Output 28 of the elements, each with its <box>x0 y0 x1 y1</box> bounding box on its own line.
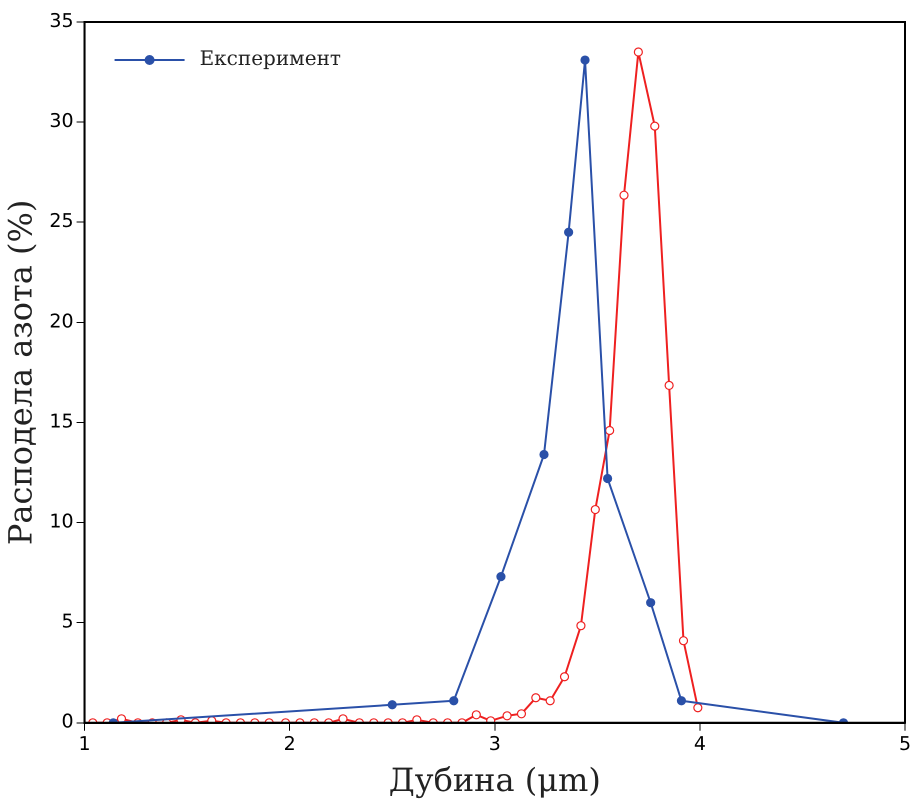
point <box>619 190 629 200</box>
x-tick-label: 1 <box>78 733 91 756</box>
x-tick-label: 2 <box>284 733 296 756</box>
point <box>664 380 674 390</box>
y-tick-label: 35 <box>49 10 74 32</box>
x-axis-title: Дубина (μm) <box>388 761 601 800</box>
x-tick-label: 4 <box>694 733 706 756</box>
point <box>634 47 643 57</box>
y-tick-label: 10 <box>49 510 74 533</box>
point <box>412 715 422 723</box>
point <box>605 426 614 436</box>
y-tick-label: 0 <box>61 710 74 733</box>
point <box>590 504 600 514</box>
x-tick-label: 5 <box>898 733 912 756</box>
point <box>564 228 574 237</box>
x-tick-label: 3 <box>488 733 501 756</box>
y-tick-label: 20 <box>49 310 74 332</box>
y-axis-title: Расподела азота (%) <box>2 200 40 546</box>
point <box>486 716 496 723</box>
y-tick-label: 30 <box>49 110 74 132</box>
point <box>650 122 660 131</box>
y-tick-label: 15 <box>49 410 74 432</box>
point <box>602 474 612 484</box>
legend-label: Експеримент <box>200 46 341 70</box>
point <box>580 55 590 65</box>
point <box>539 450 549 460</box>
y-tick-label: 25 <box>49 210 74 232</box>
y-tick-label: 5 <box>61 610 74 633</box>
